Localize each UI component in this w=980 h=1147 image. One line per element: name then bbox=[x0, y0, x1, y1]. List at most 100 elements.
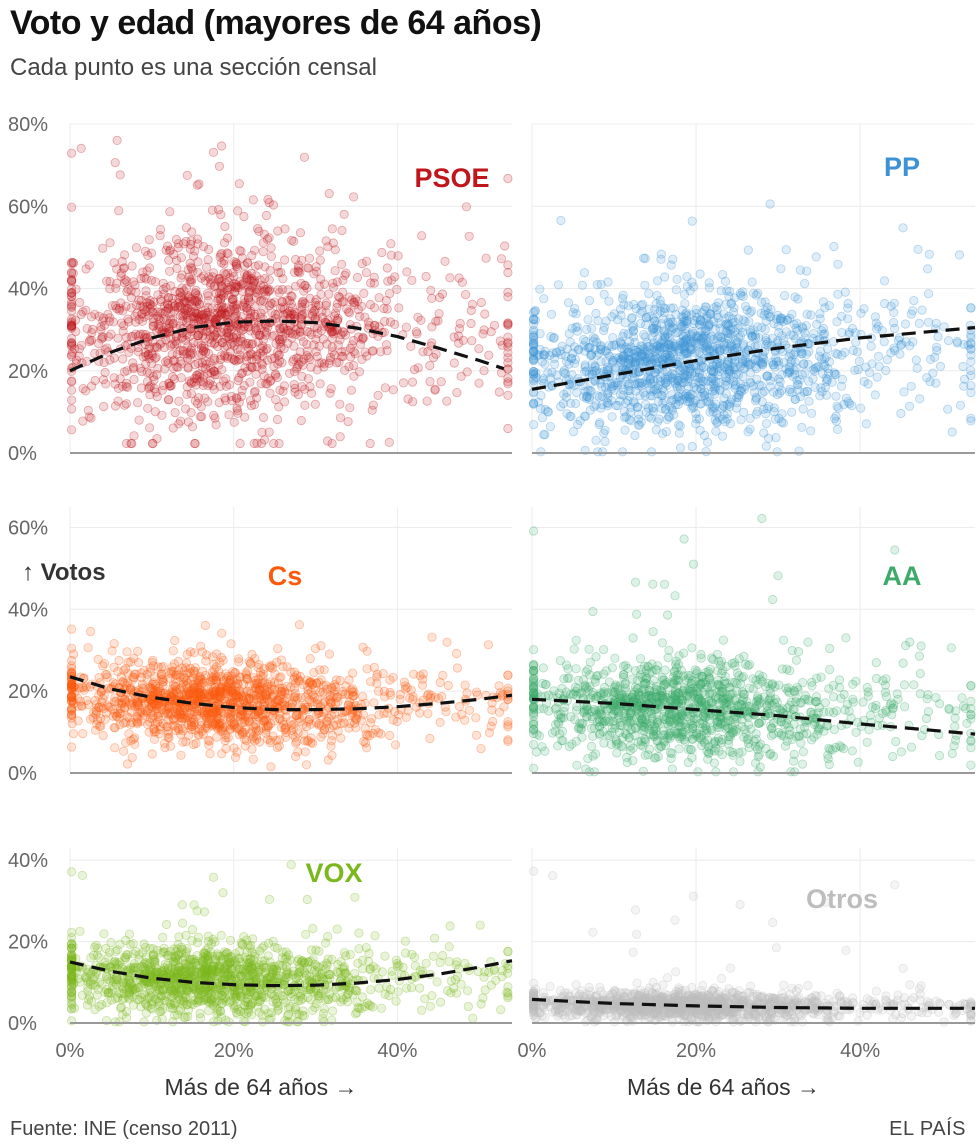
scatter-point bbox=[270, 297, 280, 307]
scatter-point bbox=[701, 446, 711, 457]
scatter-point bbox=[310, 685, 321, 695]
scatter-point bbox=[776, 264, 786, 274]
scatter-point bbox=[120, 250, 130, 260]
scatter-point bbox=[862, 737, 872, 747]
scatter-point bbox=[250, 301, 260, 312]
scatter-point bbox=[577, 280, 588, 290]
scatter-point bbox=[74, 351, 84, 361]
scatter-point bbox=[261, 210, 272, 221]
scatter-point bbox=[231, 309, 241, 319]
scatter-point bbox=[561, 357, 572, 367]
scatter-point bbox=[616, 310, 626, 320]
scatter-point bbox=[785, 313, 795, 323]
scatter-point bbox=[630, 398, 640, 408]
scatter-point bbox=[608, 332, 618, 343]
scatter-point bbox=[181, 675, 191, 685]
scatter-point bbox=[595, 417, 605, 428]
scatter-point bbox=[843, 298, 853, 309]
scatter-point bbox=[113, 396, 123, 406]
scatter-point bbox=[190, 295, 200, 305]
scatter-point bbox=[306, 388, 317, 398]
scatter-point bbox=[943, 335, 954, 346]
scatter-point bbox=[98, 333, 108, 343]
scatter-point bbox=[223, 351, 233, 361]
scatter-point bbox=[268, 691, 278, 701]
scatter-point bbox=[145, 682, 155, 693]
scatter-point bbox=[157, 385, 167, 395]
scatter-point bbox=[746, 378, 756, 388]
scatter-point bbox=[229, 417, 239, 427]
scatter-point bbox=[822, 344, 833, 354]
scatter-point bbox=[617, 293, 628, 304]
scatter-point bbox=[96, 334, 107, 344]
scatter-point bbox=[118, 354, 128, 364]
scatter-point bbox=[802, 266, 812, 276]
scatter-point bbox=[705, 309, 715, 319]
scatter-point bbox=[442, 637, 452, 647]
scatter-point bbox=[280, 732, 291, 743]
scatter-point bbox=[787, 407, 797, 417]
scatter-point bbox=[369, 278, 379, 288]
scatter-point bbox=[947, 427, 957, 437]
scatter-point bbox=[118, 326, 128, 336]
scatter-point bbox=[165, 207, 175, 217]
scatter-point bbox=[314, 677, 324, 687]
scatter-point bbox=[300, 736, 310, 746]
scatter-point bbox=[503, 260, 513, 270]
scatter-point bbox=[165, 323, 175, 334]
scatter-point bbox=[246, 686, 256, 696]
scatter-point bbox=[138, 710, 149, 720]
scatter-point bbox=[584, 295, 595, 306]
scatter-point bbox=[333, 697, 343, 707]
scatter-point bbox=[923, 289, 934, 299]
scatter-point bbox=[267, 353, 277, 364]
scatter-point bbox=[500, 241, 510, 251]
scatter-point bbox=[739, 407, 749, 417]
scatter-point bbox=[182, 649, 192, 660]
scatter-point bbox=[239, 727, 249, 737]
scatter-point bbox=[227, 718, 237, 728]
scatter-point bbox=[535, 284, 545, 294]
scatter-point bbox=[167, 666, 177, 676]
scatter-point bbox=[476, 743, 486, 754]
scatter-point bbox=[217, 258, 227, 268]
scatter-point bbox=[373, 390, 383, 400]
scatter-point bbox=[311, 266, 322, 277]
page-title: Voto y edad (mayores de 64 años) bbox=[10, 4, 542, 42]
scatter-point bbox=[934, 699, 945, 709]
scatter-point bbox=[131, 300, 142, 310]
scatter-point bbox=[503, 364, 513, 374]
scatter-point bbox=[333, 340, 343, 350]
scatter-point bbox=[724, 374, 735, 384]
scatter-point bbox=[286, 720, 297, 730]
scatter-point bbox=[528, 355, 539, 366]
scatter-point bbox=[122, 366, 132, 376]
scatter-point bbox=[184, 315, 194, 326]
scatter-point bbox=[636, 341, 646, 351]
scatter-point bbox=[586, 741, 597, 752]
scatter-point bbox=[233, 408, 243, 418]
scatter-point bbox=[742, 305, 752, 315]
scatter-point bbox=[217, 365, 227, 375]
scatter-point bbox=[67, 680, 77, 690]
scatter-point bbox=[170, 635, 180, 646]
scatter-point bbox=[388, 385, 398, 395]
scatter-point bbox=[402, 267, 412, 277]
scatter-point bbox=[912, 363, 922, 373]
scatter-point bbox=[75, 297, 85, 308]
scatter-point bbox=[810, 366, 820, 376]
scatter-point bbox=[99, 401, 109, 412]
scatter-point bbox=[386, 239, 396, 249]
scatter-point bbox=[711, 767, 721, 777]
scatter-point bbox=[208, 272, 218, 282]
scatter-point bbox=[896, 340, 906, 350]
scatter-point bbox=[256, 438, 267, 449]
scatter-point bbox=[340, 330, 351, 340]
scatter-point bbox=[85, 335, 95, 345]
scatter-point bbox=[640, 253, 650, 264]
points-pp bbox=[528, 199, 976, 457]
scatter-point bbox=[256, 308, 266, 318]
scatter-point bbox=[207, 205, 217, 215]
scatter-point bbox=[900, 319, 911, 329]
scatter-point bbox=[436, 377, 446, 387]
